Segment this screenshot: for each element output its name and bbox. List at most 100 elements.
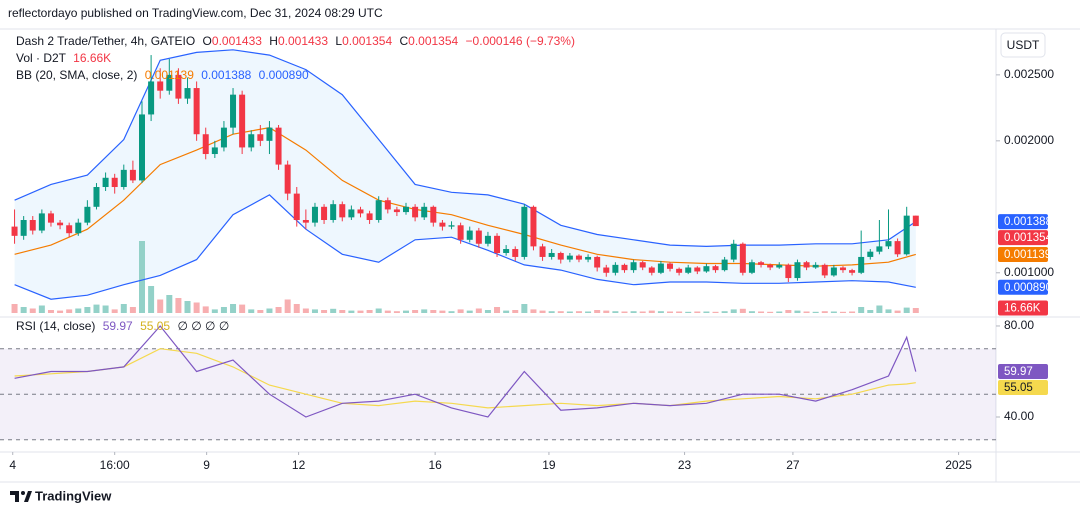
volume-bar (421, 309, 428, 313)
axis-badge (998, 214, 1048, 230)
candle-body (339, 204, 346, 218)
axis-badge-label: 0.001388 (1004, 216, 1052, 228)
candle-body (503, 249, 510, 253)
bb-upper-line (14, 49, 917, 248)
volume-bar (211, 309, 218, 313)
candle-body (330, 204, 337, 220)
volume-bar (139, 241, 146, 313)
candle-body (348, 209, 355, 218)
candle-body (148, 81, 155, 115)
candle-body (384, 200, 391, 210)
volume-bar (202, 306, 209, 313)
candle-body (302, 220, 309, 223)
volume-bar (120, 304, 127, 313)
bb-upper-value: 0.001388 (201, 68, 251, 82)
candle-body (867, 251, 874, 257)
price-tick-label: 0.002500 (1004, 67, 1054, 81)
volume-bar (275, 307, 282, 313)
axis-badge (998, 230, 1048, 246)
candle-body (821, 264, 828, 276)
volume-bar (566, 311, 573, 313)
candle-body (694, 267, 701, 272)
time-tick-label: 16 (428, 458, 442, 472)
volume-bar (166, 295, 173, 313)
volume-bar (439, 310, 446, 313)
candle-body (20, 220, 27, 236)
volume-bar (894, 310, 901, 313)
volume-bar (639, 311, 646, 313)
currency-button-bg[interactable] (1000, 32, 1046, 58)
volume-bar (539, 310, 546, 313)
candle-body (430, 206, 437, 223)
candle-body (803, 262, 810, 268)
volume-bar (84, 307, 91, 313)
candle-body (439, 222, 446, 227)
currency-label[interactable]: USDT (1007, 38, 1040, 52)
legend-rsi: RSI (14, close) 59.97 55.05 ∅ ∅ ∅ ∅ (16, 319, 229, 333)
candle-body (93, 187, 100, 207)
time-tick-label: 9 (203, 458, 210, 472)
candle-body (721, 259, 728, 271)
rsi-tick-label: 40.00 (1004, 409, 1034, 423)
volume-title: Vol · D2T (16, 51, 67, 65)
change: −0.000146 (−9.73%) (466, 34, 575, 48)
volume-bar (903, 307, 910, 313)
candle-body (129, 169, 136, 181)
currency-button[interactable]: USDT (1000, 32, 1046, 58)
volume-bar (248, 309, 255, 313)
bb-title: BB (20, SMA, close, 2) (16, 68, 137, 82)
candle-body (111, 177, 118, 188)
volume-bar (858, 307, 865, 313)
volume-bar (821, 311, 828, 313)
candle-body (767, 264, 774, 268)
candle-body (494, 235, 501, 253)
ohlc-key: H (269, 34, 278, 48)
volume-bar (694, 311, 701, 313)
candle-body (639, 262, 646, 268)
candle-body (248, 134, 255, 148)
candle-body (739, 243, 746, 273)
volume-bar (93, 304, 100, 313)
volume-bar (521, 304, 528, 313)
volume-bar (676, 311, 683, 313)
candle-body (193, 88, 200, 135)
candle-body (548, 252, 555, 257)
symbol: Dash 2 Trade/Tether, 4h, GATEIO (16, 34, 195, 48)
candle-body (566, 255, 573, 260)
volume-bar (266, 308, 273, 313)
volume-bar (758, 311, 765, 313)
candle-body (466, 230, 473, 240)
volume-bar (11, 304, 18, 313)
candle-body (512, 249, 519, 257)
ohlc-value: 0.001354 (342, 34, 392, 48)
volume-bar (657, 311, 664, 313)
volume-bar (193, 302, 200, 313)
candle-body (894, 241, 901, 255)
candle-body (47, 213, 54, 223)
time-tick-label: 4 (9, 458, 16, 472)
volume-bar (730, 309, 737, 313)
volume-bar (685, 311, 692, 313)
volume-bar (366, 310, 373, 313)
volume-bar (648, 310, 655, 313)
candle-body (785, 264, 792, 279)
volume-bar (157, 299, 164, 313)
candle-body (685, 267, 692, 273)
candle-body (102, 177, 109, 188)
candle-body (521, 206, 528, 257)
time-tick-label: 19 (542, 458, 556, 472)
volume-bar (330, 308, 337, 313)
volume-bar (794, 310, 801, 313)
volume-bar (785, 310, 792, 313)
volume-bar (803, 311, 810, 313)
candle-body (230, 94, 237, 128)
volume-bar (557, 311, 564, 313)
ohlc-value: 0.001433 (278, 34, 328, 48)
axes: 0.002500 0.002000 0.001000 4 16:00 9 12 16 19 23 2… (9, 67, 1054, 472)
volume-bar (47, 310, 54, 313)
candle-body (849, 270, 856, 273)
volume-bar (111, 309, 118, 313)
axis-badge-label: 55.05 (1004, 382, 1033, 394)
volume-bar (393, 311, 400, 313)
